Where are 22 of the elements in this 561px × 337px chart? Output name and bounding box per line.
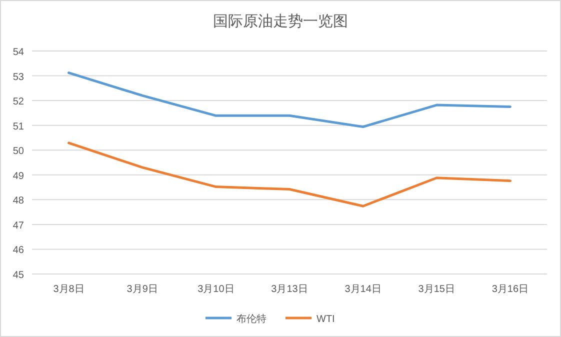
y-tick-label: 51 — [12, 121, 24, 132]
x-tick-label: 3月15日 — [418, 284, 455, 295]
x-tick-label: 3月9日 — [126, 284, 158, 295]
y-tick-label: 50 — [12, 146, 24, 158]
x-tick-label: 3月13日 — [271, 284, 308, 295]
y-tick-label: 45 — [12, 270, 24, 281]
y-tick-label: 54 — [12, 47, 24, 58]
legend-label: WTI — [316, 314, 335, 325]
y-tick-label: 47 — [12, 220, 24, 232]
y-tick-label: 52 — [12, 96, 24, 108]
y-tick-label: 46 — [12, 245, 24, 256]
legend-label: 布伦特 — [236, 313, 266, 325]
chart-title: 国际原油走势一览图 — [213, 13, 348, 30]
line-series — [68, 72, 512, 128]
y-tick-label: 49 — [12, 170, 24, 182]
x-tick-label: 3月8日 — [53, 284, 84, 295]
x-tick-label: 3月14日 — [344, 284, 382, 295]
line-series — [68, 142, 512, 208]
y-tick-label: 53 — [12, 72, 24, 83]
x-tick-label: 3月10日 — [198, 284, 234, 295]
y-tick-label: 48 — [12, 196, 24, 207]
x-tick-label: 3月16日 — [492, 284, 529, 295]
